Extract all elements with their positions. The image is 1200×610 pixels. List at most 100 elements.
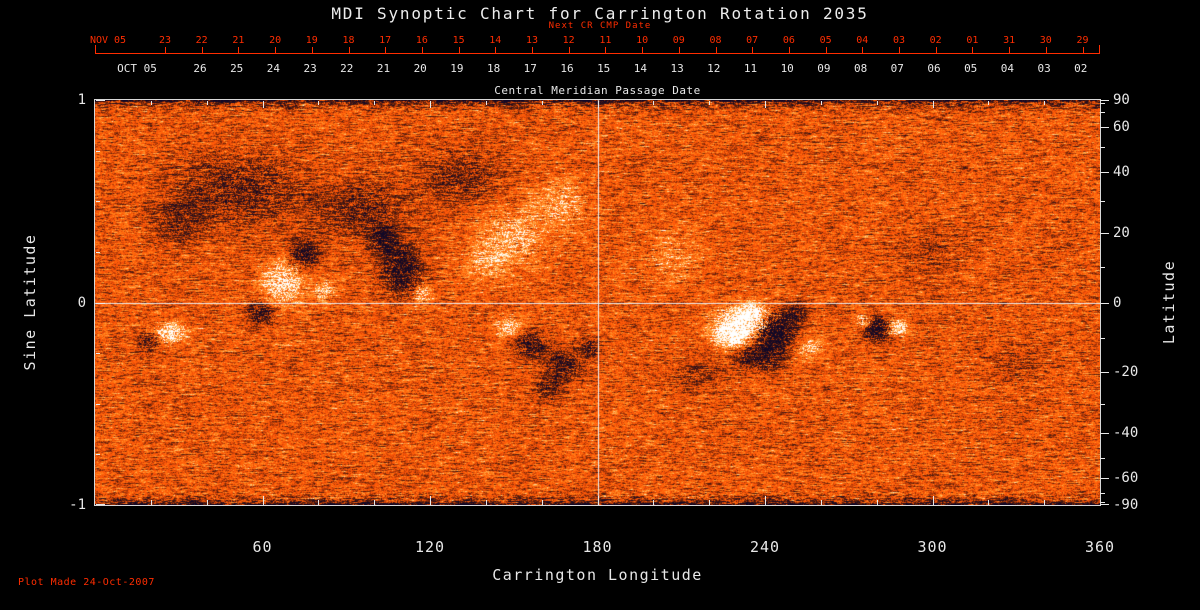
latitude-tick <box>1100 127 1109 128</box>
next-cr-tick <box>899 47 900 53</box>
next-cr-tick <box>385 47 386 53</box>
latitude-tick <box>1100 502 1105 503</box>
sine-latitude-tick <box>96 504 105 505</box>
sine-latitude-label: 1 <box>42 92 86 108</box>
x-tick-top <box>374 101 375 105</box>
x-tick-top <box>709 101 710 105</box>
latitude-tick <box>1100 458 1105 459</box>
x-tick-bottom <box>207 500 208 505</box>
next-cr-tick <box>1083 47 1084 53</box>
x-tick-bottom <box>374 500 375 505</box>
x-tick-top <box>765 101 766 108</box>
next-cr-tick <box>752 47 753 53</box>
latitude-tick <box>1100 201 1105 202</box>
latitude-label: 90 <box>1113 92 1173 108</box>
next-cr-tick <box>238 47 239 53</box>
x-tick-label: 360 <box>1085 538 1115 556</box>
latitude-tick <box>1100 233 1109 234</box>
x-tick-top <box>430 101 431 108</box>
x-tick-top <box>1044 101 1045 105</box>
sine-latitude-tick <box>96 252 100 253</box>
sine-latitude-tick <box>96 303 105 304</box>
x-tick-bottom <box>430 496 431 505</box>
x-tick-bottom <box>318 500 319 505</box>
latitude-tick <box>1100 267 1105 268</box>
x-tick-top <box>263 101 264 108</box>
x-tick-top <box>653 101 654 105</box>
sine-latitude-tick <box>96 151 100 152</box>
latitude-tick <box>1100 112 1105 113</box>
sine-latitude-tick-labels: 1 0 -1 <box>42 0 86 610</box>
next-cr-tick <box>569 47 570 53</box>
x-tick-bottom <box>1044 500 1045 505</box>
sine-latitude-tick <box>96 454 100 455</box>
x-tick-bottom <box>821 500 822 505</box>
next-cr-tick <box>972 47 973 53</box>
y-axis-title-right: Latitude <box>1160 260 1178 344</box>
latitude-label: -90 <box>1113 497 1173 513</box>
x-tick-bottom <box>765 496 766 505</box>
y-axis-title-left: Sine Latitude <box>21 234 39 371</box>
x-tick-top <box>207 101 208 105</box>
sine-latitude-tick <box>96 201 100 202</box>
x-tick-label: 180 <box>582 538 612 556</box>
next-cr-tick <box>1046 47 1047 53</box>
x-tick-bottom <box>933 496 934 505</box>
x-tick-bottom <box>988 500 989 505</box>
x-tick-top <box>821 101 822 105</box>
latitude-tick <box>1100 147 1105 148</box>
next-cr-tick <box>1009 47 1010 53</box>
next-cr-tick <box>459 47 460 53</box>
latitude-tick <box>1100 372 1109 373</box>
next-cr-tick <box>936 47 937 53</box>
next-cr-tick <box>532 47 533 53</box>
next-cr-tick <box>605 47 606 53</box>
latitude-label: 60 <box>1113 119 1173 135</box>
latitude-tick <box>1100 338 1105 339</box>
latitude-tick <box>1100 504 1109 505</box>
latitude-tick <box>1100 433 1109 434</box>
next-cr-tick <box>716 47 717 53</box>
next-cr-tick <box>312 47 313 53</box>
sine-latitude-tick <box>96 100 105 101</box>
latitude-label: -40 <box>1113 425 1173 441</box>
next-cr-tick <box>679 47 680 53</box>
latitude-tick <box>1100 172 1109 173</box>
sine-latitude-label: 0 <box>42 295 86 311</box>
next-cr-tick <box>826 47 827 53</box>
next-cr-tick <box>495 47 496 53</box>
x-tick-top <box>486 101 487 105</box>
x-tick-labels: 60 120 180 240 300 360 <box>0 538 1200 556</box>
latitude-label: -20 <box>1113 364 1173 380</box>
x-tick-top <box>877 101 878 105</box>
latitude-tick <box>1100 103 1105 104</box>
x-tick-top <box>542 101 543 105</box>
mdi-synoptic-chart: MDI Synoptic Chart for Carrington Rotati… <box>0 0 1200 610</box>
next-cr-tick <box>422 47 423 53</box>
x-tick-bottom <box>653 500 654 505</box>
x-tick-top <box>933 101 934 108</box>
latitude-tick <box>1100 100 1109 101</box>
x-tick-bottom <box>709 500 710 505</box>
sine-latitude-tick <box>96 353 100 354</box>
next-cr-axis-end-tick <box>1099 45 1100 53</box>
plot-made-label: Plot Made 24-Oct-2007 <box>18 577 155 588</box>
x-tick-bottom <box>486 500 487 505</box>
x-tick-label: 240 <box>750 538 780 556</box>
latitude-tick <box>1100 303 1109 304</box>
x-tick-bottom <box>542 500 543 505</box>
x-tick-label: 120 <box>415 538 445 556</box>
x-tick-top <box>598 101 599 108</box>
x-tick-bottom <box>263 496 264 505</box>
x-axis-title: Carrington Longitude <box>95 566 1100 584</box>
latitude-label: 40 <box>1113 164 1173 180</box>
next-cr-tick <box>202 47 203 53</box>
latitude-tick <box>1100 404 1105 405</box>
latitude-label: 20 <box>1113 225 1173 241</box>
x-tick-bottom <box>598 496 599 505</box>
axis-ticks-layer <box>0 0 1200 610</box>
sine-latitude-label: -1 <box>42 497 86 513</box>
x-tick-top <box>318 101 319 105</box>
x-tick-top <box>151 101 152 105</box>
next-cr-tick <box>349 47 350 53</box>
